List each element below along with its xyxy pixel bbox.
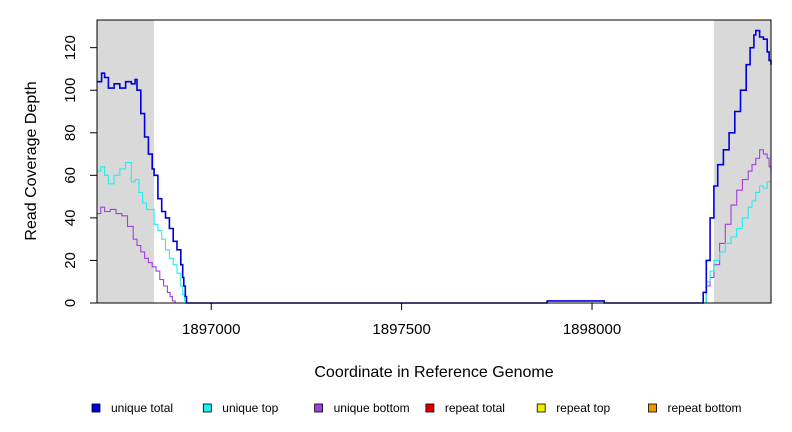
y-tick-label: 120 xyxy=(62,35,79,60)
legend-label-unique-total: unique total xyxy=(111,401,173,415)
legend-swatch-repeat-bottom xyxy=(648,403,657,413)
y-axis-label: Read Coverage Depth xyxy=(23,81,40,240)
legend-label-unique-top: unique top xyxy=(222,401,278,415)
legend-swatch-unique-total xyxy=(91,403,101,413)
x-axis-label: Coordinate in Reference Genome xyxy=(314,364,553,381)
legend-swatch-unique-top xyxy=(202,403,212,413)
series-line-unique-top xyxy=(97,162,772,304)
legend-swatch-unique-bottom xyxy=(314,403,324,413)
x-axis: 1897000 1897500 1898000 xyxy=(182,302,621,338)
plot-background xyxy=(97,20,771,303)
y-tick-label: 80 xyxy=(62,124,79,141)
x-tick-label: 1897500 xyxy=(372,321,430,338)
legend-label-unique-bottom: unique bottom xyxy=(334,401,410,415)
y-tick-label: 100 xyxy=(62,78,79,103)
legend-swatch-repeat-top xyxy=(536,403,546,413)
y-tick-label: 0 xyxy=(62,299,79,307)
shaded-region-1 xyxy=(97,20,155,303)
legend-label-repeat-top: repeat top xyxy=(556,401,610,415)
y-tick-label: 40 xyxy=(62,210,79,227)
y-tick-label: 20 xyxy=(62,252,79,269)
series-layer xyxy=(97,29,772,304)
x-tick-label: 1897000 xyxy=(182,321,240,338)
y-tick-label: 60 xyxy=(62,167,79,184)
series-line-unique-total xyxy=(97,29,772,304)
series-line-unique-bottom xyxy=(97,149,772,304)
x-tick-label: 1898000 xyxy=(563,321,621,338)
legend-label-repeat-bottom: repeat bottom xyxy=(668,401,742,415)
y-axis: 0 20 40 60 80 100 120 xyxy=(62,35,98,307)
legend-swatch-repeat-total xyxy=(425,403,435,413)
legend-label-repeat-total: repeat total xyxy=(445,401,505,415)
legend: unique total unique top unique bottom repea… xyxy=(91,401,742,415)
shaded-region-2 xyxy=(713,20,771,303)
plot-frame xyxy=(96,19,772,304)
